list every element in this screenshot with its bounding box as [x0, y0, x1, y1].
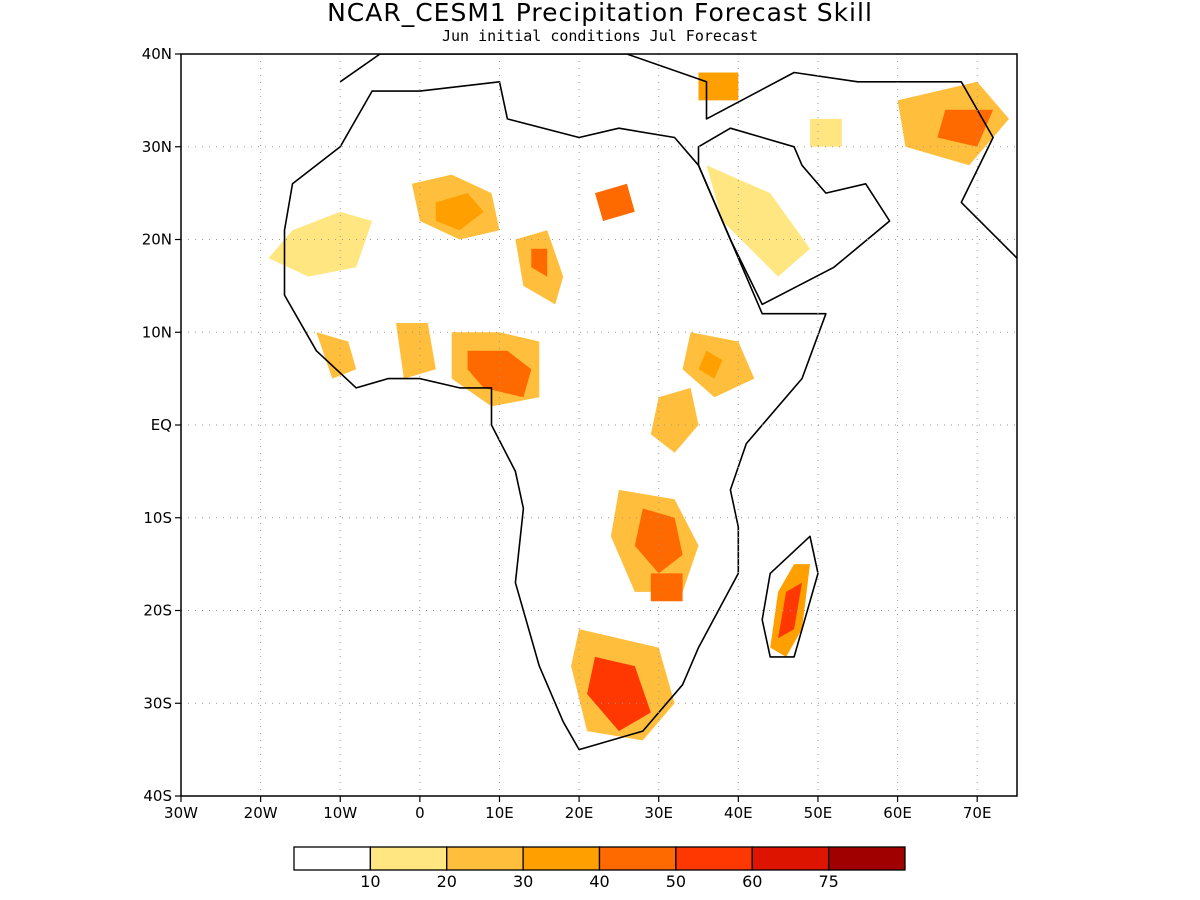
lon-tick-label: 30E	[644, 804, 673, 822]
skill-region-ghana	[396, 323, 436, 379]
map-subtitle: Jun initial conditions Jul Forecast	[441, 27, 759, 45]
skill-region-guinea-coast	[316, 332, 357, 379]
longitude-axis: 30W 20W 10W 0 10E 20E 30E 40E 50E 60E 70E	[164, 796, 991, 822]
skill-region-libya-east	[595, 183, 635, 221]
lon-tick-label: 20E	[565, 804, 594, 822]
coastline-layer	[283, 54, 1017, 751]
eurasia-coastline	[339, 54, 1017, 259]
skill-region-afghanistan-core	[937, 109, 994, 147]
skill-region-south-africa-core	[587, 656, 651, 732]
lon-tick-label: 60E	[883, 804, 912, 822]
skill-region-uganda-kenya	[650, 387, 699, 453]
skill-region-ethiopia-core	[698, 350, 723, 379]
colorbar-label: 40	[589, 872, 609, 891]
colorbar-swatch	[827, 846, 906, 871]
lat-tick-label: 20N	[142, 231, 172, 249]
colorbar-swatch	[293, 846, 372, 871]
colorbar-swatch	[369, 846, 448, 871]
lon-tick-label: 50E	[804, 804, 833, 822]
latitude-axis: 40N 30N 20N 10N EQ 10S 20S 30S 40S	[142, 45, 181, 805]
colorbar-label: 20	[437, 872, 457, 891]
lon-tick-label: 40E	[724, 804, 753, 822]
colorbar-swatch	[522, 846, 601, 871]
colorbar-swatch	[598, 846, 677, 871]
lon-tick-label: 10E	[485, 804, 514, 822]
colorbar-label: 75	[818, 872, 838, 891]
lon-tick-label: 0	[415, 804, 425, 822]
skill-region-iraq-iran	[810, 118, 842, 147]
skill-region-mozambique	[650, 573, 683, 602]
arabia-coastline	[697, 127, 891, 306]
lat-tick-label: EQ	[151, 416, 172, 434]
skill-region-sahel-west	[268, 211, 373, 277]
madagascar-coastline	[761, 535, 819, 658]
lat-tick-label: 10S	[143, 509, 172, 527]
colorbar-swatch	[751, 846, 830, 871]
colorbar-swatch	[675, 846, 753, 871]
colorbar-label: 60	[742, 872, 762, 891]
skill-shading-layer	[268, 72, 1009, 741]
map-title: NCAR_CESM1 Precipitation Forecast Skill	[327, 0, 873, 27]
skill-region-turkey-syria	[698, 72, 739, 101]
lat-lon-grid	[181, 54, 1017, 796]
skill-region-arabia	[706, 165, 810, 277]
lon-tick-label: 20W	[244, 804, 278, 822]
lon-tick-label: 70E	[963, 804, 992, 822]
lat-tick-label: 20S	[143, 602, 172, 620]
colorbar-label: 10	[360, 872, 380, 891]
colorbar-label: 50	[666, 872, 686, 891]
africa-coastline	[283, 81, 827, 751]
skill-region-chad-north-core	[531, 248, 548, 277]
skill-region-zambia-core	[634, 508, 683, 574]
colorbar: 10 20 30 40 50 60 75	[293, 846, 906, 891]
colorbar-swatch	[446, 846, 524, 871]
lat-tick-label: 40N	[142, 45, 172, 63]
skill-region-nigeria-cameroon-core	[467, 350, 532, 398]
colorbar-label: 30	[513, 872, 533, 891]
skill-region-sahara-central-core	[435, 193, 484, 231]
lat-tick-label: 30S	[143, 694, 172, 712]
lon-tick-label: 30W	[164, 804, 198, 822]
lat-tick-label: 10N	[142, 323, 172, 341]
lat-tick-label: 40S	[143, 787, 172, 805]
lon-tick-label: 10W	[323, 804, 357, 822]
lat-tick-label: 30N	[142, 138, 172, 156]
